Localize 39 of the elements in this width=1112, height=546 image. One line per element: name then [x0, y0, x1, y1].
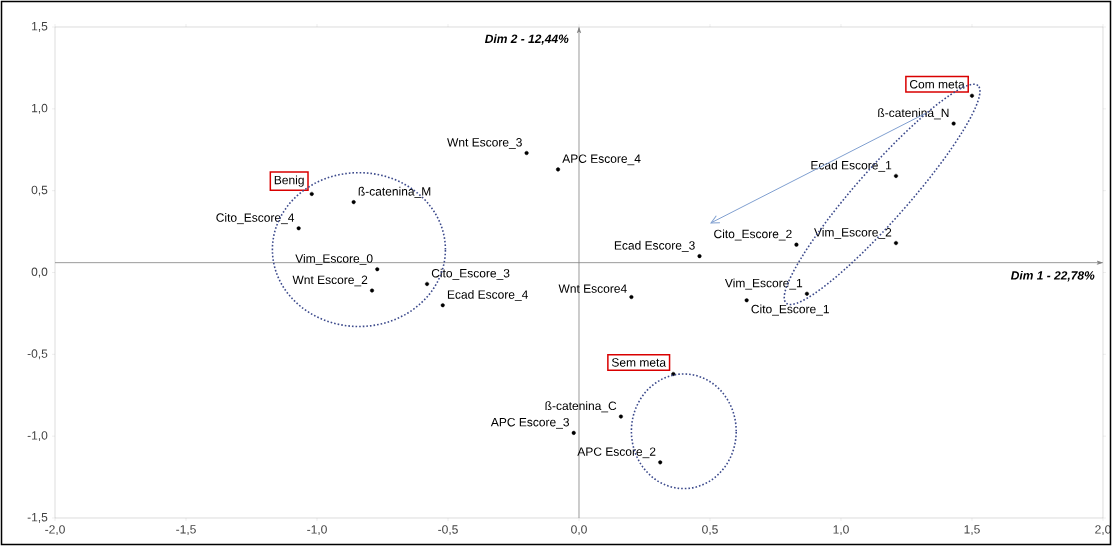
y-tick-label: -0,5 — [27, 349, 48, 360]
annotation: Cito_Escore_3 — [431, 268, 510, 280]
y-tick-label: 1,0 — [32, 103, 48, 114]
y-tick-label: -1,0 — [27, 431, 48, 442]
x-axis-title: Dim 1 - 22,78% — [1010, 270, 1095, 282]
annotation: APC Escore_4 — [562, 154, 641, 166]
x-tick-label: -2,0 — [45, 525, 65, 536]
annotation: Vim_Escore_1 — [724, 278, 803, 290]
series-label: Benig — [274, 175, 304, 187]
annotation: Cito_Escore_2 — [714, 229, 792, 241]
x-tick-label: 0,0 — [571, 525, 587, 536]
annotation: Ecad Escore_4 — [447, 289, 528, 302]
annotation: Wnt Escore4 — [558, 284, 627, 293]
x-tick-label: -1,5 — [176, 525, 196, 535]
annotation: ß-catenina_M — [358, 186, 431, 198]
x-tick-label: 1,5 — [964, 525, 980, 535]
y-tick-label: 0,0 — [31, 267, 48, 278]
annotation: Wnt Escore_2 — [292, 275, 368, 287]
annotation: APC Escore_2 — [577, 447, 656, 459]
x-tick-label: -1,0 — [307, 525, 327, 536]
annotation: Cito_Escore_4 — [216, 213, 295, 225]
annotation: APC Escore_3 — [490, 417, 570, 429]
y-axis-title: Dim 2 - 12,44% — [484, 34, 569, 45]
y-tick-label: 0,5 — [31, 185, 48, 196]
annotation: Ecad Escore_3 — [614, 240, 695, 252]
series-label: Com meta — [909, 79, 965, 89]
series-label: Sem meta — [611, 358, 667, 367]
x-tick-label: 1,0 — [833, 525, 849, 536]
annotation: Wnt Escore_3 — [447, 138, 522, 149]
annotation: Vim_Escore_2 — [814, 227, 892, 239]
x-tick-label: 0,5 — [702, 525, 718, 536]
x-tick-label: -0,5 — [438, 525, 458, 536]
y-tick-label: 1,5 — [32, 22, 48, 32]
annotation: ß-catenina_N — [878, 108, 949, 120]
y-tick-label: -1,5 — [27, 513, 48, 523]
annotation: ß-catenina_C — [545, 401, 617, 413]
annotation: Ecad Escore_1 — [811, 160, 892, 172]
annotation: Vim_Escore_0 — [295, 253, 373, 266]
annotation: Cito_Escore_1 — [751, 304, 829, 316]
